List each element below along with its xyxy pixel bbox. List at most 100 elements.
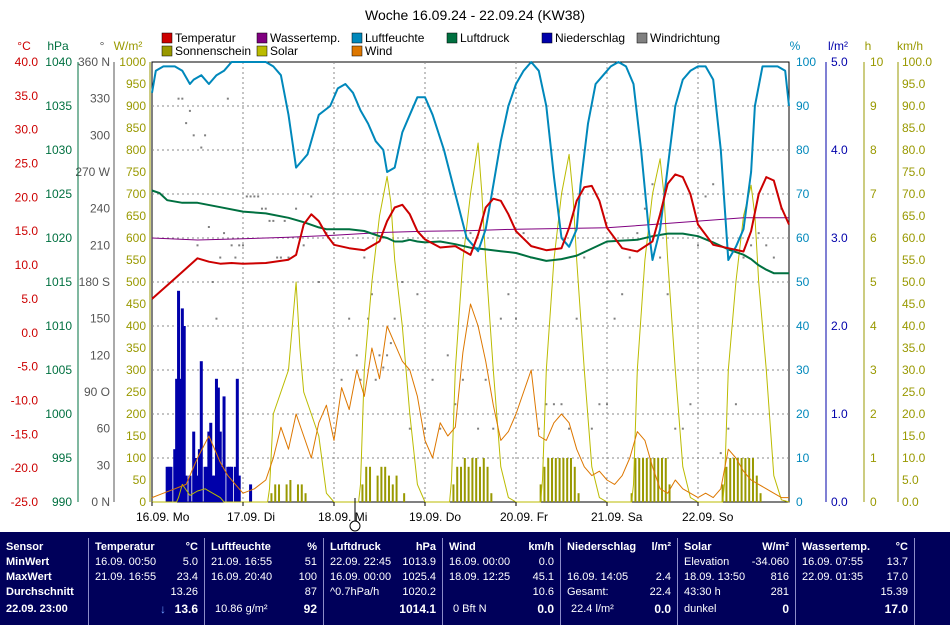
hum-current: 92 [303, 602, 317, 616]
legend-label: Wassertemp. [270, 31, 340, 45]
wind-tick-label: 55.0 [902, 253, 926, 267]
row-label-max: MaxWert [6, 571, 52, 583]
wind-direction-point [560, 403, 563, 406]
wind-direction-point [215, 317, 218, 320]
temp-tick-label: -10.0 [11, 393, 39, 407]
sunshine-bar [554, 458, 557, 502]
pressure-tick-label: 1030 [45, 143, 72, 157]
series-line-luftdruck [151, 189, 789, 275]
wind-title: Wind [449, 541, 476, 553]
solar-tick-label: 550 [126, 253, 146, 267]
wind-direction-point [757, 232, 760, 235]
solar-tick-label: 850 [126, 121, 146, 135]
water-title: Wassertemp. [802, 541, 871, 553]
col-pressure: Luftdruck hPa 22.09. 22:45 1013.9 16.09. 0… [324, 532, 442, 625]
wind-direction-point [499, 317, 502, 320]
col-humidity: Luftfeuchte% 21.09. 16:55 51 16.09. 20:40… [205, 532, 323, 625]
pres-avg: 1020.2 [402, 586, 436, 598]
rain-bar [235, 378, 239, 502]
wind-direction-point [628, 256, 631, 259]
solar-max-time: 18.09. 13:50 [684, 571, 746, 583]
pressure-tick-label: 1020 [45, 231, 72, 245]
wind-direction-point [772, 256, 775, 259]
wind-direction-point [230, 244, 233, 247]
wind-direction-point [302, 244, 305, 247]
wind-tick-label: 60.0 [902, 231, 926, 245]
temp-tick-label: -5.0 [17, 360, 38, 374]
sunshine-bar [638, 458, 641, 502]
temp-tick-label: 5.0 [21, 292, 38, 306]
hum-unit: % [307, 541, 317, 553]
wind-direction-point [310, 195, 313, 198]
wind-direction-point [598, 403, 601, 406]
sunshine-bar [463, 458, 466, 502]
time-slider-handle[interactable] [349, 520, 361, 532]
wind-tick-label: 85.0 [902, 121, 926, 135]
wind-direction-point [260, 207, 263, 210]
solar-state: dunkel [684, 603, 717, 615]
wind-direction-point [276, 256, 279, 259]
sun-hours-tick-label: 6 [870, 231, 877, 245]
series-line-solar [152, 142, 790, 503]
wind-tick-label: 75.0 [902, 165, 926, 179]
rain-tick-label: 0.0 [831, 495, 848, 509]
temp-min-time: 16.09. 00:50 [95, 556, 157, 568]
wind-direction-point [196, 244, 199, 247]
solar-max-value: 816 [770, 571, 789, 583]
wind-direction-point [279, 256, 282, 259]
sun-hours-tick-label: 1 [870, 451, 877, 465]
wind-min-value: 0.0 [538, 556, 554, 568]
wind-tick-label: 100.0 [902, 55, 932, 69]
legend: Temperatur Wassertemp. Luftfeuchte Luftdruc… [161, 31, 720, 58]
wind-direction-point [636, 232, 639, 235]
wind-direction-point [727, 427, 730, 430]
sunshine-bar [376, 475, 379, 502]
wind-bft: 0 Bft N [453, 603, 487, 615]
solar-tick-label: 500 [126, 275, 146, 289]
pressure-tick-label: 1015 [45, 275, 72, 289]
rain-bar [169, 466, 173, 502]
temp-max-value: 23.4 [176, 571, 198, 583]
pres-trend: ^0.7hPa/h [330, 586, 380, 598]
sun-hours-tick-label: 3 [870, 363, 877, 377]
water-avg: 15.39 [880, 586, 908, 598]
wind-direction-point [363, 256, 366, 259]
rain-current: 0.0 [654, 602, 671, 616]
sunshine-bar [478, 466, 481, 502]
x-day-label: 16.09. Mo [136, 510, 190, 524]
sunshine-bar [657, 458, 660, 502]
sunshine-bar [387, 475, 390, 502]
wind-direction-point [245, 195, 248, 198]
pressure-tick-label: 990 [52, 495, 72, 509]
rain-total-label: Gesamt: [567, 586, 609, 598]
time-marker[interactable] [349, 498, 361, 532]
rain-bar [207, 431, 211, 502]
water-min-time: 16.09. 07:55 [802, 556, 864, 568]
axis-unit-dir: ° [100, 39, 105, 53]
rain-bar [184, 475, 188, 502]
axis-unit-lm2: l/m² [828, 39, 848, 53]
wind-tick-label: 15.0 [902, 429, 926, 443]
col-rain: Niederschlag l/m² 16.09. 14:05 2.4 Gesamt:… [561, 532, 677, 625]
wind-direction-point [613, 317, 616, 320]
wind-direction-point [242, 244, 244, 247]
sunshine-bar [721, 484, 724, 502]
water-max-value: 17.0 [886, 571, 908, 583]
wind-direction-point [643, 207, 646, 210]
row-label-current: 22.09. 23:00 [6, 603, 68, 615]
sunshine-bar [649, 458, 652, 502]
sun-hours-tick-label: 4 [870, 319, 877, 333]
legend-label: Windrichtung [650, 31, 720, 45]
pres-min-time: 22.09. 22:45 [330, 556, 392, 568]
series-line-temperatur [151, 173, 790, 300]
rain-bar [228, 466, 232, 502]
humidity-tick-label: 30 [796, 363, 810, 377]
wind-direction-point [424, 427, 426, 430]
wind-direction-point [446, 354, 449, 357]
rain-max-value: 2.4 [655, 571, 671, 583]
series-line-wassertemp [151, 217, 789, 241]
solar-tick-label: 700 [126, 187, 146, 201]
water-current: 17.0 [884, 602, 908, 616]
axes: 40.035.030.025.020.015.010.05.00.0-5.0-1… [11, 55, 933, 509]
humidity-tick-label: 0 [796, 495, 803, 509]
